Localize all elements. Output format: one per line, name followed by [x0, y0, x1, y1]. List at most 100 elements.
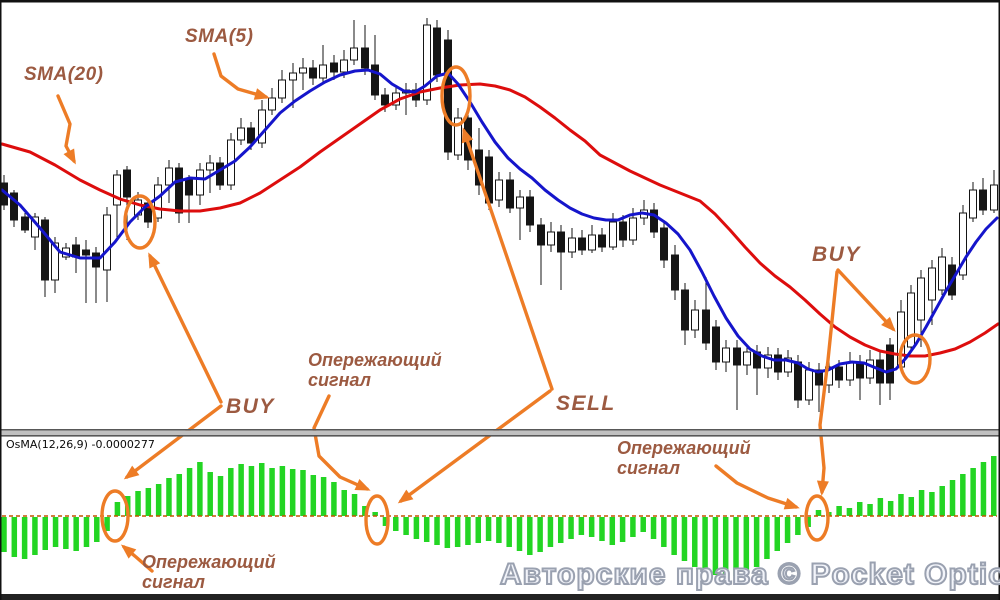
candle-up — [938, 256, 946, 291]
candle-up — [764, 354, 772, 369]
osma-bar — [805, 517, 811, 527]
osma-bar — [454, 517, 461, 547]
arrow-buy1-to-osma — [125, 404, 223, 479]
osma-bar — [836, 506, 842, 516]
osma-bar — [289, 469, 296, 516]
candle-down — [41, 219, 49, 281]
candle-up — [990, 184, 998, 211]
osma-bar — [135, 491, 141, 516]
osma-bar — [898, 494, 904, 516]
candle-down — [330, 62, 338, 73]
sell-ellipse-price — [440, 65, 472, 127]
osma-bar — [516, 517, 523, 551]
osma-bar — [496, 517, 502, 543]
candle-down — [361, 47, 369, 69]
osma-bar — [609, 517, 616, 545]
candle-up — [196, 169, 204, 196]
osma-bar — [588, 517, 595, 537]
osma-bar — [382, 517, 389, 526]
osma-bar — [939, 486, 945, 516]
candle-up — [691, 309, 699, 331]
arrow-sma5 — [212, 52, 268, 99]
osma-bar — [485, 517, 492, 541]
osma-bar — [413, 517, 420, 539]
candle-down — [835, 366, 843, 381]
osma-bar — [856, 502, 863, 516]
osma-bar — [83, 517, 90, 547]
candle-up — [103, 214, 111, 271]
sma20-line-group — [0, 82, 1000, 358]
candle-up — [423, 24, 431, 101]
arrow-sell-to-osma — [399, 389, 552, 503]
osma-bar — [784, 517, 791, 543]
arrow-buy1-to-osma-head — [123, 465, 140, 480]
candle-up — [113, 174, 121, 206]
osma-bar — [599, 517, 605, 541]
candle-up — [629, 217, 637, 241]
osma-bar — [960, 474, 966, 516]
osma-bar — [918, 490, 925, 516]
osma-bar — [547, 517, 554, 547]
osma-indicator-label: OsMA(12,26,9) -0.0000277 — [6, 438, 155, 451]
candle-down — [557, 231, 565, 253]
candle-up — [340, 59, 348, 73]
osma-bar — [681, 517, 688, 561]
candle-up — [258, 109, 266, 144]
arrow-sell-to-osma-head — [397, 489, 414, 504]
buy-ellipse-price-1 — [123, 194, 157, 250]
arrow-sell-to-price-head — [461, 127, 474, 144]
window-border-bottom — [0, 594, 1000, 600]
osma-bar — [94, 517, 100, 542]
candle-up — [495, 179, 503, 201]
candle-down — [650, 209, 658, 233]
annotations-group — [56, 52, 932, 573]
candle-up — [928, 267, 936, 301]
candle-down — [381, 94, 389, 106]
candle-up — [237, 127, 245, 141]
osma-bar — [259, 463, 265, 516]
osma-bar — [423, 517, 430, 542]
candle-down — [886, 344, 894, 384]
candle-up — [609, 221, 617, 248]
osma-bar — [753, 517, 760, 567]
arrow-leading-mid-to-osma — [312, 394, 369, 491]
osma-bar — [403, 517, 409, 535]
candle-up — [784, 357, 792, 373]
osma-bar — [320, 477, 327, 516]
arrow-buy2-to-osma-head — [816, 480, 829, 496]
arrow-leading-right-to-osma-head — [783, 497, 800, 510]
osma-bar — [733, 517, 739, 576]
sma20-label: SMA(20) — [24, 64, 104, 85]
candle-down — [506, 179, 514, 209]
candle-up — [319, 64, 327, 79]
osma-bar — [104, 517, 110, 531]
osma-bar — [661, 517, 667, 547]
window-border-right — [998, 0, 1000, 600]
arrow-sma20-head — [63, 148, 76, 165]
arrow-buy2-to-osma — [818, 270, 839, 494]
candle-down — [537, 224, 545, 246]
osma-bar — [176, 474, 183, 516]
osma-bar — [475, 517, 482, 543]
arrow-buy2-to-price-head — [881, 316, 896, 332]
osma-bar — [970, 468, 976, 516]
candle-down — [815, 369, 823, 386]
candle-down — [979, 189, 987, 211]
osma-bar — [815, 510, 822, 516]
osma-bar — [341, 490, 347, 516]
candle-up — [516, 196, 524, 209]
candle-down — [123, 169, 131, 198]
candle-down — [175, 167, 183, 214]
candle-up — [743, 351, 751, 366]
sma20-line — [0, 82, 1000, 358]
osma-bars-group — [1, 456, 997, 577]
candle-down — [671, 254, 679, 291]
candle-down — [733, 347, 741, 366]
arrow-sma5-head — [253, 88, 270, 100]
candle-down — [619, 221, 627, 241]
candle-up — [568, 237, 576, 253]
leading-signal-line1: Опережающий — [142, 552, 276, 572]
osma-bar — [557, 517, 564, 543]
panel-separator-top-line — [0, 429, 1000, 431]
